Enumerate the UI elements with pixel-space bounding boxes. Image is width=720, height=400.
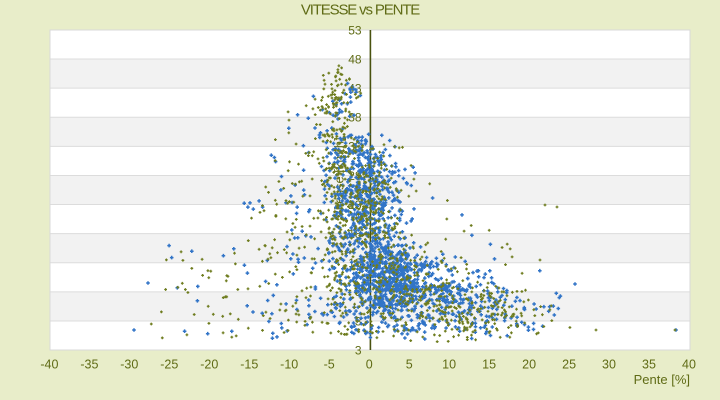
svg-text:20: 20 xyxy=(522,358,536,372)
svg-text:-35: -35 xyxy=(80,358,98,372)
svg-text:35: 35 xyxy=(642,358,656,372)
svg-text:-40: -40 xyxy=(40,358,58,372)
svg-text:-30: -30 xyxy=(120,358,138,372)
svg-text:-5: -5 xyxy=(324,358,335,372)
svg-text:38: 38 xyxy=(348,111,362,125)
svg-text:53: 53 xyxy=(348,23,362,37)
svg-text:10: 10 xyxy=(442,358,456,372)
svg-text:25: 25 xyxy=(562,358,576,372)
svg-text:-20: -20 xyxy=(200,358,218,372)
svg-text:48: 48 xyxy=(348,52,362,66)
svg-text:Pente [%]: Pente [%] xyxy=(634,372,690,387)
svg-text:-15: -15 xyxy=(240,358,258,372)
svg-text:0: 0 xyxy=(366,358,373,372)
svg-text:40: 40 xyxy=(682,358,696,372)
svg-text:-25: -25 xyxy=(160,358,178,372)
svg-text:5: 5 xyxy=(406,358,413,372)
svg-text:3: 3 xyxy=(355,343,362,357)
svg-text:30: 30 xyxy=(602,358,616,372)
svg-text:VITESSE vs PENTE: VITESSE vs PENTE xyxy=(301,2,420,19)
svg-text:-10: -10 xyxy=(280,358,298,372)
svg-text:15: 15 xyxy=(482,358,496,372)
